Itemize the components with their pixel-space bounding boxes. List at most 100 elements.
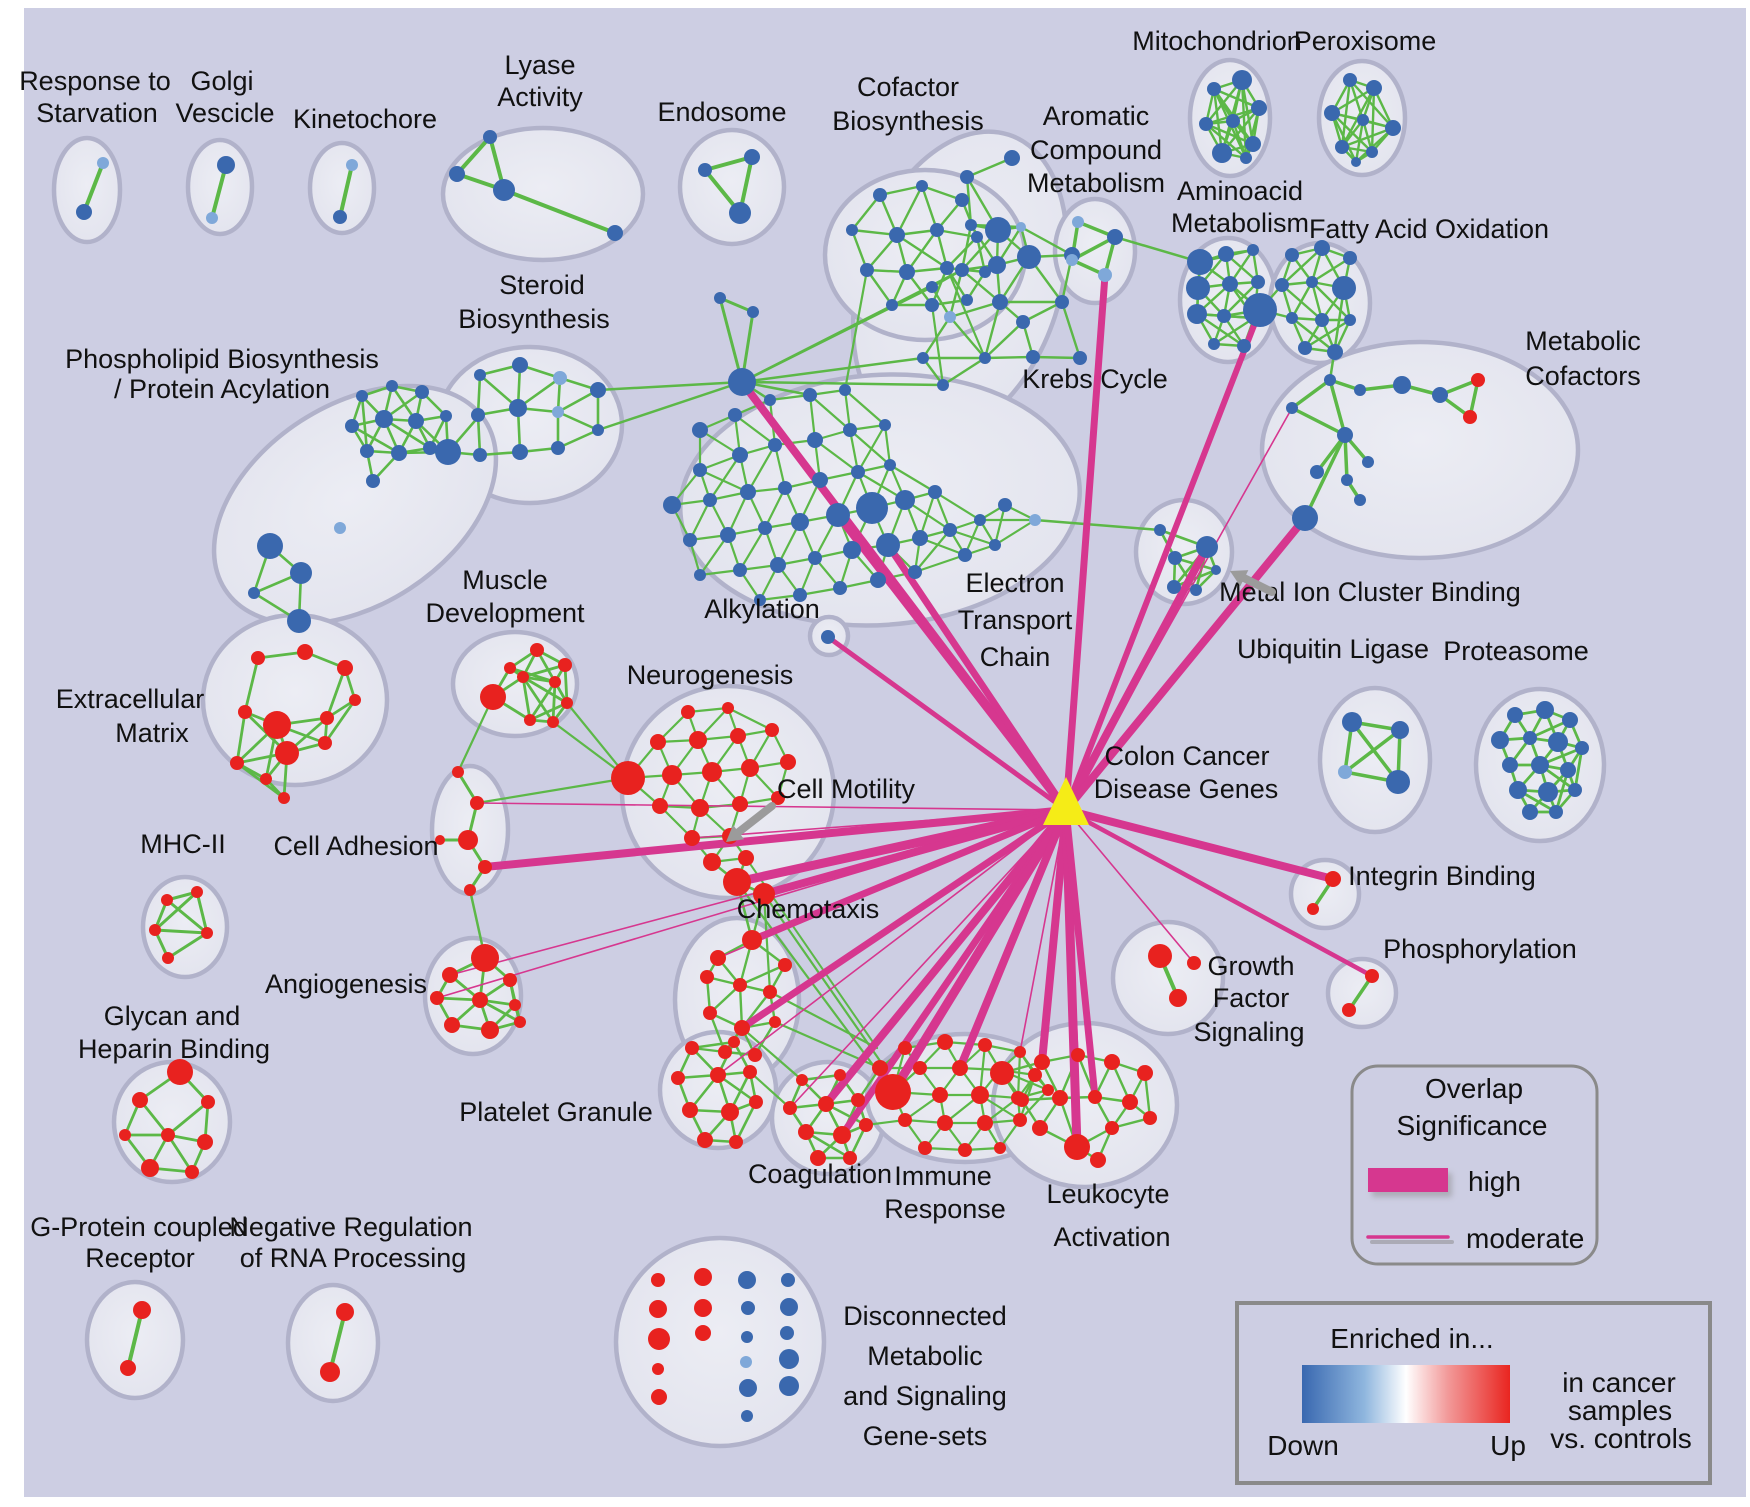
enrichment-edge	[763, 486, 787, 530]
gene-set-node	[741, 1410, 753, 1422]
enrichment-edge	[690, 1040, 736, 1050]
gene-set-node	[916, 180, 928, 192]
cluster-label-leukocyte-activation: Leukocyte	[1046, 1179, 1169, 1209]
gene-set-node	[810, 1150, 826, 1166]
bridge-edge	[843, 268, 869, 392]
enrichment-edge	[528, 680, 557, 722]
gene-set-node	[649, 1300, 667, 1318]
gene-set-node	[1310, 465, 1324, 479]
overlap-edge-moderate	[1063, 807, 1375, 979]
cluster-label-cell-adhesion: Cell Adhesion	[273, 831, 438, 861]
cluster-label-glycan-and-heparin-binding: Heparin Binding	[78, 1034, 270, 1064]
gene-set-node	[1212, 143, 1232, 163]
gene-set-node	[771, 791, 785, 805]
enrichment-edge	[1354, 126, 1395, 164]
gene-set-node	[652, 1363, 664, 1375]
cluster-label-growth-factor-signaling: Growth	[1207, 951, 1294, 981]
cluster-label-endosome: Endosome	[657, 97, 786, 127]
cluster-label-immune-response: Response	[884, 1194, 1006, 1224]
gene-set-node	[978, 1038, 992, 1052]
moderate-significance-label: moderate	[1466, 1223, 1584, 1254]
gene-set-node	[423, 441, 437, 455]
gene-set-node	[729, 1135, 743, 1149]
enrichment-edge	[1303, 318, 1352, 350]
cluster-label-fatty-acid-oxidation: Fatty Acid Oxidation	[1309, 214, 1549, 244]
gene-set-node	[1167, 580, 1181, 594]
enrichment-edge	[210, 163, 228, 220]
cluster-label-electron-transport-chain: Electron	[965, 568, 1064, 598]
gene-set-node	[161, 1128, 175, 1142]
cluster-label-disconnected-metabolic-and-signaling-gene-sets: Metabolic	[867, 1341, 983, 1371]
enrichment-edge	[698, 533, 730, 577]
gene-set-node	[925, 298, 939, 312]
cluster-label-integrin-binding: Integrin Binding	[1348, 861, 1536, 891]
enrichment-edge	[965, 175, 973, 227]
gene-set-node	[471, 944, 499, 972]
gene-set-node	[682, 1102, 698, 1118]
gene-set-node	[162, 952, 174, 964]
gene-set-node	[1286, 402, 1298, 414]
enrichment-edge	[800, 1073, 842, 1082]
gene-set-node	[732, 796, 748, 812]
gene-set-node	[889, 227, 905, 243]
overlap-edge-high	[481, 806, 1070, 871]
enrichment-edge	[905, 228, 939, 274]
cluster-label-lyase-activity: Activity	[497, 82, 583, 112]
enriched-legend-box	[1235, 1301, 1712, 1485]
gene-set-node	[149, 924, 161, 936]
gene-set-node	[1324, 105, 1340, 121]
gene-set-node	[161, 894, 173, 906]
gene-set-node	[908, 565, 922, 579]
enrichment-edge	[1340, 126, 1395, 149]
cluster-label-platelet-granule: Platelet Granule	[459, 1097, 653, 1127]
gene-set-node	[287, 609, 311, 633]
gene-set-node	[753, 883, 775, 905]
gene-set-node	[197, 1134, 213, 1150]
gene-set-node	[1344, 314, 1356, 326]
overlap-edge-high	[888, 805, 1071, 1097]
gene-set-node	[391, 445, 407, 461]
gene-set-node	[955, 193, 969, 207]
gene-set-node	[1032, 1120, 1048, 1136]
enrichment-edge	[948, 315, 987, 360]
enrichment-edge	[325, 666, 347, 720]
gene-set-node	[408, 413, 424, 429]
gene-set-node	[843, 1151, 857, 1165]
gene-set-node	[648, 1328, 670, 1350]
gene-set-node	[764, 394, 776, 406]
gene-set-node	[230, 756, 244, 770]
gene-set-node	[517, 671, 529, 683]
enrichment-edge	[698, 468, 750, 494]
gene-set-node	[248, 587, 260, 599]
enrichment-edge	[1348, 78, 1395, 130]
bridge-edge	[596, 380, 744, 432]
gene-set-node	[886, 299, 898, 311]
bridge-edge	[930, 303, 945, 387]
gene-set-node	[1211, 565, 1221, 575]
gene-set-node	[290, 562, 312, 584]
overlap-edge-thin	[717, 809, 1067, 1076]
high-significance-label: high	[1468, 1166, 1521, 1197]
cluster-label-mitochondrion: Mitochondrion	[1132, 26, 1302, 56]
gene-set-node	[743, 1065, 757, 1079]
cluster-label-muscle-development: Muscle	[462, 565, 548, 595]
gene-set-node	[1549, 805, 1563, 819]
gene-set-node	[783, 1101, 797, 1115]
gene-set-node	[740, 484, 756, 500]
overlap-edge-thin	[789, 809, 1067, 1109]
cluster-label-aromatic-compound-metabolism: Metabolism	[1027, 168, 1165, 198]
enrichment-edge	[918, 536, 967, 557]
gene-set-node	[141, 1159, 159, 1177]
enrichment-edge	[865, 268, 894, 307]
gene-set-node	[671, 1071, 685, 1085]
cluster-label-disconnected-metabolic-and-signaling-gene-sets: and Signaling	[843, 1381, 1007, 1411]
gene-set-node	[965, 219, 977, 231]
enrichment-edge	[738, 963, 787, 987]
gene-set-node	[1307, 903, 1319, 915]
enrichment-edge	[1212, 316, 1256, 346]
gene-set-node	[1026, 350, 1040, 364]
gene-set-node	[257, 533, 283, 559]
gene-set-node	[912, 530, 928, 546]
enrichment-edge	[688, 498, 712, 542]
enriched-legend-note: in cancer	[1562, 1367, 1676, 1398]
